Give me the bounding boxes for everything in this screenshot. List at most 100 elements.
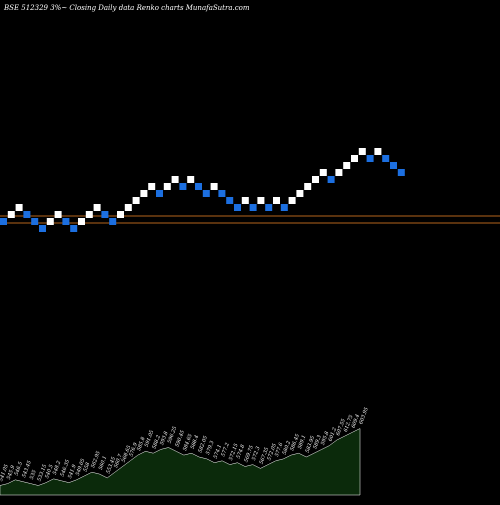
volume-label: 601.2 — [328, 427, 339, 443]
renko-brick — [335, 169, 343, 176]
renko-brick — [163, 183, 171, 190]
volume-area — [0, 428, 361, 496]
renko-brick — [39, 225, 46, 232]
volume-label: 607.55 — [335, 418, 347, 436]
volume-labels: 541.05545.9546.5543.45535533.15540.5548.… — [0, 407, 370, 482]
renko-brick — [312, 176, 319, 183]
renko-brick — [366, 155, 374, 162]
volume-label: 577.6 — [274, 441, 285, 457]
renko-brick — [358, 148, 366, 155]
volume-label: 588.2 — [151, 434, 162, 450]
volume-label: 541.05 — [0, 464, 10, 482]
volume-label: 591.05 — [144, 429, 156, 447]
renko-brick — [202, 190, 210, 197]
renko-brick — [140, 190, 148, 197]
volume-label: 612.75 — [343, 414, 355, 432]
volume-label: 545.9 — [6, 464, 17, 480]
renko-brick — [382, 155, 390, 162]
renko-brick — [195, 183, 202, 190]
volume-label: 582.05 — [197, 435, 209, 453]
renko-brick — [148, 183, 156, 190]
volume-label: 572.05 — [266, 443, 278, 461]
renko-brick — [319, 169, 327, 176]
renko-brick — [397, 169, 405, 176]
volume-label: 572.3 — [251, 446, 262, 462]
volume-label: 589.1 — [297, 434, 308, 450]
renko-brick — [124, 204, 132, 211]
volume-label: 595.8 — [320, 431, 331, 447]
renko-brick — [234, 204, 241, 211]
volume-label: 553.45 — [105, 456, 117, 474]
volume-label: 562.95 — [90, 450, 102, 468]
renko-brick — [374, 148, 382, 155]
volume-label: 603.95 — [358, 407, 370, 425]
volume-label: 579.3 — [205, 440, 216, 456]
volume-label: 574.8 — [236, 444, 247, 460]
volume-label: 596.25 — [167, 426, 179, 444]
volume-label: 549.05 — [75, 458, 87, 476]
renko-brick — [46, 218, 54, 225]
volume-label: 569.75 — [243, 445, 255, 463]
renko-brick — [117, 211, 124, 218]
volume-label: 589.3 — [312, 434, 323, 450]
renko-brick — [101, 211, 109, 218]
renko-brick — [7, 211, 15, 218]
volume-label: 574.1 — [213, 444, 224, 460]
renko-brick — [280, 204, 288, 211]
volume-label: 583.95 — [305, 435, 317, 453]
volume-label: 576.9 — [128, 441, 139, 457]
volume-polygon — [0, 428, 361, 496]
renko-brick — [390, 162, 397, 169]
volume-label: 572.15 — [228, 443, 240, 461]
volume-label: 588.4 — [190, 434, 201, 450]
renko-brick — [78, 218, 85, 225]
renko-brick — [327, 176, 335, 183]
renko-brick — [179, 183, 187, 190]
volume-label: 546.35 — [60, 459, 72, 477]
renko-brick — [249, 204, 257, 211]
renko-brick — [241, 197, 249, 204]
renko-brick — [257, 197, 265, 204]
renko-brick — [156, 190, 163, 197]
volume-label: 541.9 — [67, 463, 78, 479]
renko-brick — [23, 211, 31, 218]
volume-label: 568.65 — [121, 445, 133, 463]
volume-label: 593.8 — [159, 431, 170, 447]
renko-brick — [296, 190, 304, 197]
renko-brick — [304, 183, 312, 190]
renko-brick — [171, 176, 179, 183]
volume-label: 548.2 — [52, 460, 63, 476]
volume-label: 543.45 — [21, 460, 33, 478]
renko-brick — [187, 176, 195, 183]
volume-label: 609.4 — [351, 413, 362, 429]
renko-brick — [273, 197, 280, 204]
volume-label: 590.45 — [174, 429, 186, 447]
renko-brick — [265, 204, 273, 211]
volume-label: 540.5 — [44, 464, 55, 480]
renko-brick — [210, 183, 218, 190]
chart-title: BSE 512329 3%~ Closing Daily data Renko … — [3, 4, 250, 12]
renko-brick — [54, 211, 62, 218]
volume-label: 535 — [29, 469, 38, 480]
volume-label: 558 — [82, 462, 91, 473]
renko-brick — [70, 225, 78, 232]
renko-brick — [226, 197, 234, 204]
renko-brick — [109, 218, 117, 225]
volume-label: 567.35 — [259, 447, 271, 465]
renko-brick — [62, 218, 70, 225]
volume-label: 585.8 — [136, 436, 147, 452]
volume-label: 577.2 — [220, 442, 231, 458]
volume-label: 533.15 — [37, 464, 49, 482]
renko-brick — [0, 218, 7, 225]
volume-label: 560.1 — [98, 455, 109, 471]
volume-label: 580.2 — [282, 440, 293, 456]
renko-brick — [132, 197, 140, 204]
renko-brick — [85, 211, 93, 218]
renko-brick — [288, 197, 296, 204]
volume-label: 586.45 — [289, 433, 301, 451]
volume-label: 546.5 — [14, 461, 25, 477]
renko-brick — [31, 218, 39, 225]
renko-brick — [351, 155, 358, 162]
